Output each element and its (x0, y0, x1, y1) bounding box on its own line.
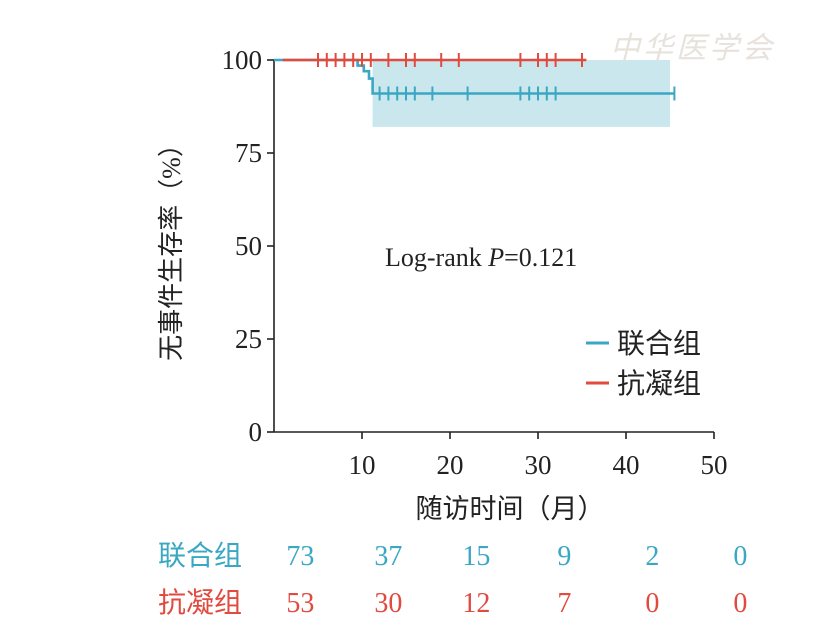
legend: 联合组 抗凝组 (586, 328, 701, 400)
risk-cell: 15 (462, 541, 490, 572)
x-axis-label: 随访时间（月） (416, 494, 605, 524)
risk-cell: 0 (733, 588, 747, 619)
series-line-0 (274, 58, 675, 95)
risk-cell: 2 (645, 541, 659, 572)
legend-label-combined: 联合组 (617, 328, 701, 360)
y-tick-label: 100 (222, 45, 263, 75)
risk-cell: 0 (733, 541, 747, 572)
x-tick-label: 40 (613, 450, 640, 480)
risk-cell: 12 (462, 588, 490, 619)
risk-cell: 30 (374, 588, 402, 619)
ticks: 0 25 50 75 100 10 20 30 40 50 (222, 45, 728, 480)
risk-cell: 53 (286, 588, 314, 619)
x-tick-label: 20 (437, 450, 464, 480)
risk-cell: 0 (645, 588, 659, 619)
risk-cell: 7 (557, 588, 571, 619)
survival-curves (274, 53, 676, 101)
y-tick-label: 50 (235, 231, 262, 261)
y-tick-label: 0 (249, 417, 263, 447)
watermark: 中华医学会 (610, 31, 775, 66)
y-tick-label: 25 (235, 324, 262, 354)
p-value: =0.121 (504, 243, 577, 272)
x-tick-label: 30 (525, 450, 552, 480)
y-tick-label: 75 (235, 138, 262, 168)
risk-cell: 37 (374, 541, 402, 572)
risk-cell: 73 (286, 541, 314, 572)
risk-cell: 9 (557, 541, 571, 572)
logrank-prefix: Log-rank (385, 243, 488, 272)
logrank-annotation: Log-rank P=0.121 (385, 243, 577, 272)
risk-row-label: 抗凝组 (158, 587, 242, 619)
p-symbol: P (487, 243, 504, 272)
risk-row-label: 联合组 (158, 540, 242, 572)
legend-label-anticoag: 抗凝组 (617, 368, 701, 400)
x-tick-label: 10 (349, 450, 376, 480)
x-tick-label: 50 (701, 450, 728, 480)
risk-table: 联合组 73 37 15 9 2 0 抗凝组 53 30 12 7 0 0 (158, 540, 747, 619)
y-axis-label: 无事件生存率（%） (157, 131, 186, 361)
